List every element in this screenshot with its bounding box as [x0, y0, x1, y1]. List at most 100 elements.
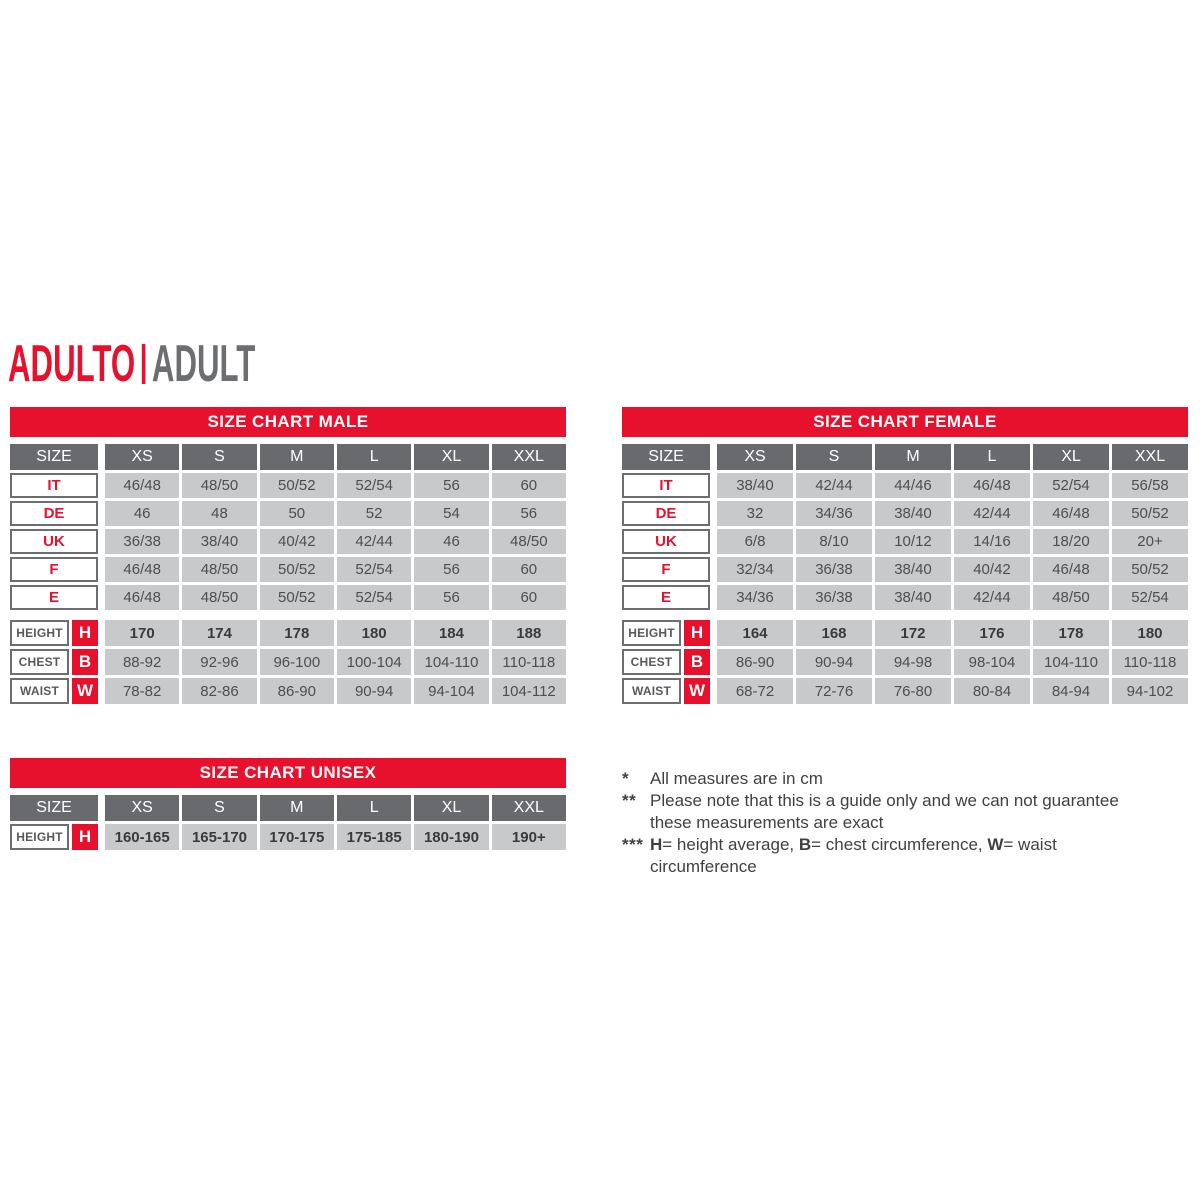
footnote-segment: = height average, — [662, 835, 799, 854]
female-region-label-f: F — [622, 557, 710, 582]
male-region-label-it: IT — [10, 473, 98, 498]
male-value-cell: 180 — [336, 620, 412, 646]
unisex-measure-label-wrap-height: HEIGHT H — [10, 824, 98, 850]
male-chart-title-bar: SIZE CHART MALE — [10, 407, 566, 437]
footnote-marker-2: ** — [622, 791, 637, 810]
female-value-cell: 178 — [1033, 620, 1109, 646]
female-value-cell: 94-98 — [875, 649, 951, 675]
male-measure-label-wrap-waist: WAIST W — [10, 678, 98, 704]
female-value-cell: 50/52 — [1112, 501, 1188, 526]
female-measure-label-wrap-height: HEIGHT H — [622, 620, 710, 646]
male-region-label-uk: UK — [10, 529, 98, 554]
male-value-cell: 56 — [414, 473, 489, 498]
female-column-header-s: S — [796, 444, 872, 470]
female-value-cell: 38/40 — [717, 473, 793, 498]
male-value-cell: 78-82 — [105, 678, 180, 704]
male-column-header-xl: XL — [414, 444, 489, 470]
male-column-header-xxl: XXL — [491, 444, 566, 470]
page-title: ADULTO ADULT — [8, 335, 255, 393]
footnote-text-3: H= height average, B= chest circumferenc… — [650, 834, 1150, 878]
female-value-cell: 164 — [717, 620, 793, 646]
male-region-row-it: IT 46/48 48/50 50/52 52/54 56 60 — [10, 473, 566, 498]
male-value-cell: 60 — [491, 585, 566, 610]
female-value-cell: 68-72 — [717, 678, 793, 704]
unisex-column-header-s: S — [182, 795, 257, 821]
female-value-cell: 86-90 — [717, 649, 793, 675]
page-title-adult: ADULT — [151, 335, 256, 393]
male-measure-row-chest: CHEST B 88-92 92-96 96-100 100-104 104-110 110-… — [10, 649, 566, 675]
unisex-header-row: SIZE XS S M L XL XXL — [10, 795, 566, 821]
female-value-cell: 44/46 — [875, 473, 951, 498]
male-measure-label-chest: CHEST — [10, 649, 69, 675]
male-value-cell: 48/50 — [491, 529, 566, 554]
female-value-cell: 18/20 — [1033, 529, 1109, 554]
female-measure-label-height: HEIGHT — [622, 620, 681, 646]
male-value-cell: 38/40 — [182, 529, 257, 554]
footnote-marker-3: *** — [622, 835, 644, 854]
male-value-cell: 60 — [491, 473, 566, 498]
male-value-cell: 56 — [414, 557, 489, 582]
unisex-chart-title-bar: SIZE CHART UNISEX — [10, 758, 566, 788]
female-value-cell: 50/52 — [1112, 557, 1188, 582]
male-value-cell: 42/44 — [336, 529, 412, 554]
male-measure-label-waist: WAIST — [10, 678, 69, 704]
male-value-cell: 46/48 — [105, 473, 180, 498]
unisex-column-header-xl: XL — [414, 795, 489, 821]
male-value-cell: 88-92 — [105, 649, 180, 675]
male-value-cell: 36/38 — [105, 529, 180, 554]
female-value-cell: 52/54 — [1112, 585, 1188, 610]
male-letter-badge-w: W — [72, 678, 98, 704]
female-region-row-it: IT 38/40 42/44 44/46 46/48 52/54 56/58 — [622, 473, 1188, 498]
unisex-value-cell: 180-190 — [414, 824, 489, 850]
female-value-cell: 80-84 — [954, 678, 1030, 704]
female-measure-row-chest: CHEST B 86-90 90-94 94-98 98-104 104-110 110-11… — [622, 649, 1188, 675]
female-value-cell: 168 — [796, 620, 872, 646]
male-size-corner-cell: SIZE — [10, 444, 98, 470]
male-value-cell: 56 — [491, 501, 566, 526]
male-value-cell: 94-104 — [414, 678, 489, 704]
male-region-row-e: E 46/48 48/50 50/52 52/54 56 60 — [10, 585, 566, 610]
female-column-header-xl: XL — [1033, 444, 1109, 470]
male-measure-label-wrap-chest: CHEST B — [10, 649, 98, 675]
female-value-cell: 14/16 — [954, 529, 1030, 554]
male-value-cell: 46/48 — [105, 557, 180, 582]
male-measure-row-height: HEIGHT H 170 174 178 180 184 188 — [10, 620, 566, 646]
male-region-row-f: F 46/48 48/50 50/52 52/54 56 60 — [10, 557, 566, 582]
male-value-cell: 56 — [414, 585, 489, 610]
male-letter-badge-h: H — [72, 620, 98, 646]
female-value-cell: 48/50 — [1033, 585, 1109, 610]
footnote-1: * All measures are in cm — [622, 768, 1200, 790]
size-chart-female-table: SIZE CHART FEMALE SIZE XS S M L XL XXL IT 38/40 42… — [622, 407, 1188, 704]
male-value-cell: 184 — [414, 620, 489, 646]
footnote-2: ** Please note that this is a guide only … — [622, 790, 1200, 834]
male-value-cell: 178 — [259, 620, 334, 646]
female-letter-badge-h: H — [684, 620, 710, 646]
female-region-row-uk: UK 6/8 8/10 10/12 14/16 18/20 20+ — [622, 529, 1188, 554]
female-value-cell: 176 — [954, 620, 1030, 646]
male-value-cell: 50/52 — [259, 585, 334, 610]
footnote-text-2: Please note that this is a guide only an… — [650, 790, 1150, 834]
male-value-cell: 82-86 — [182, 678, 257, 704]
male-value-cell: 50/52 — [259, 473, 334, 498]
male-value-cell: 92-96 — [182, 649, 257, 675]
female-letter-badge-w: W — [684, 678, 710, 704]
female-value-cell: 32/34 — [717, 557, 793, 582]
female-value-cell: 36/38 — [796, 585, 872, 610]
female-value-cell: 42/44 — [954, 585, 1030, 610]
female-value-cell: 52/54 — [1033, 473, 1109, 498]
male-value-cell: 50/52 — [259, 557, 334, 582]
male-row-spacer — [10, 613, 566, 617]
female-region-row-e: E 34/36 36/38 38/40 42/44 48/50 52/54 — [622, 585, 1188, 610]
footnote-segment: = chest circumference, — [811, 835, 988, 854]
female-value-cell: 38/40 — [875, 501, 951, 526]
female-measure-label-wrap-waist: WAIST W — [622, 678, 710, 704]
female-region-label-uk: UK — [622, 529, 710, 554]
female-value-cell: 110-118 — [1112, 649, 1188, 675]
footnote-segment: W — [987, 835, 1004, 854]
male-value-cell: 46/48 — [105, 585, 180, 610]
female-value-cell: 90-94 — [796, 649, 872, 675]
female-chart-title-bar: SIZE CHART FEMALE — [622, 407, 1188, 437]
unisex-value-cell: 170-175 — [259, 824, 334, 850]
unisex-measure-row-height: HEIGHT H 160-165 165-170 170-175 175-185 180-1… — [10, 824, 566, 850]
footnote-text-1: All measures are in cm — [650, 768, 1150, 790]
